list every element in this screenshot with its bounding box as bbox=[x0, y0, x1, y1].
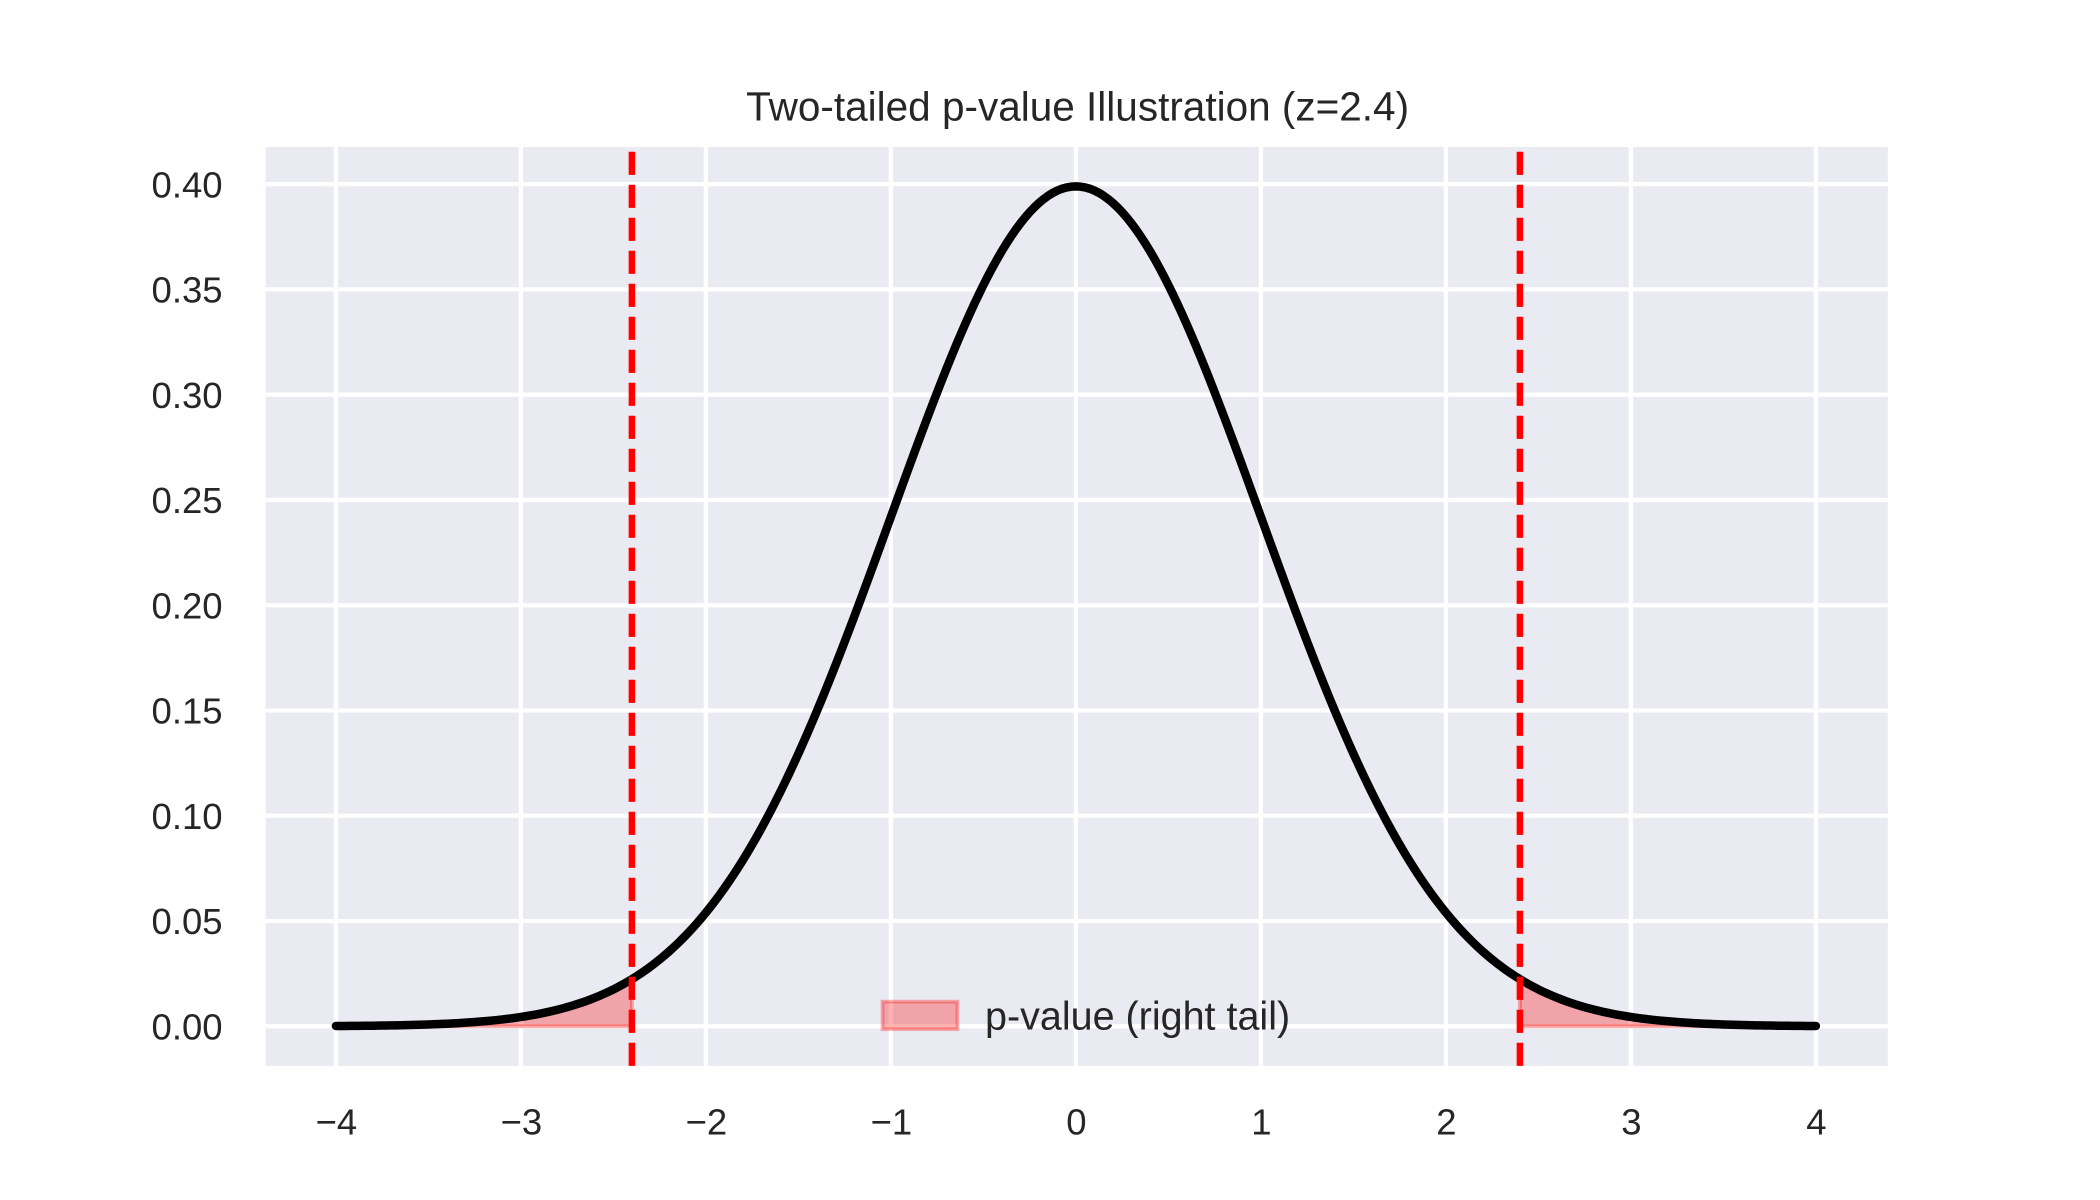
svg-text:0.15: 0.15 bbox=[152, 691, 223, 732]
svg-text:0.30: 0.30 bbox=[152, 375, 223, 416]
svg-text:4: 4 bbox=[1806, 1102, 1826, 1143]
svg-text:−3: −3 bbox=[501, 1102, 543, 1143]
svg-text:−1: −1 bbox=[871, 1102, 913, 1143]
svg-text:2: 2 bbox=[1436, 1102, 1456, 1143]
svg-text:0.40: 0.40 bbox=[152, 164, 223, 205]
svg-text:0: 0 bbox=[1066, 1102, 1086, 1143]
svg-text:3: 3 bbox=[1621, 1102, 1641, 1143]
svg-text:−2: −2 bbox=[686, 1102, 728, 1143]
svg-text:Two-tailed p-value Illustratio: Two-tailed p-value Illustration (z=2.4) bbox=[746, 83, 1409, 129]
svg-text:0.00: 0.00 bbox=[152, 1007, 223, 1048]
svg-text:1: 1 bbox=[1251, 1102, 1271, 1143]
svg-text:p-value (right tail): p-value (right tail) bbox=[985, 994, 1290, 1038]
svg-text:0.10: 0.10 bbox=[152, 796, 223, 837]
svg-text:0.25: 0.25 bbox=[152, 480, 223, 521]
svg-text:−4: −4 bbox=[316, 1102, 358, 1143]
svg-text:0.35: 0.35 bbox=[152, 270, 223, 311]
svg-text:0.05: 0.05 bbox=[152, 901, 223, 942]
svg-text:0.20: 0.20 bbox=[152, 585, 223, 626]
